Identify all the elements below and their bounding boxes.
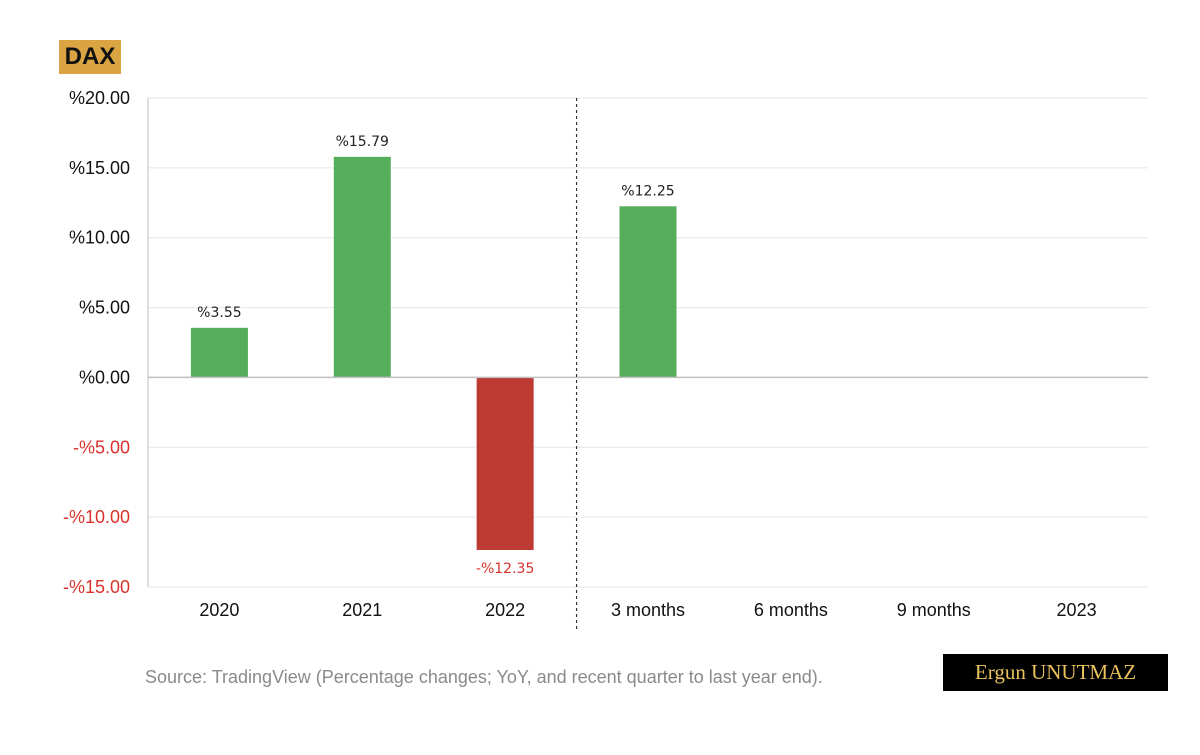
- x-tick-label: 2020: [199, 600, 239, 620]
- data-label: -%12.35: [476, 561, 534, 577]
- x-tick-label: 3 months: [611, 600, 685, 620]
- y-tick-label: -%5.00: [73, 437, 130, 457]
- data-label: %12.25: [621, 183, 674, 199]
- x-tick-label: 9 months: [897, 600, 971, 620]
- y-tick-label: %20.00: [69, 88, 130, 108]
- author-label: Ergun UNUTMAZ: [943, 654, 1168, 691]
- title-badge: DAX: [59, 40, 121, 74]
- y-tick-label: -%10.00: [63, 507, 130, 527]
- bar: [476, 377, 534, 550]
- x-tick-label: 2021: [342, 600, 382, 620]
- bar: [333, 156, 391, 378]
- y-tick-label: %10.00: [69, 228, 130, 248]
- data-label: %15.79: [336, 134, 389, 150]
- bar: [190, 327, 248, 378]
- y-tick-label: %5.00: [79, 298, 130, 318]
- data-label: %3.55: [197, 305, 241, 321]
- source-note: Source: TradingView (Percentage changes;…: [145, 667, 823, 687]
- y-tick-label: %0.00: [79, 367, 130, 387]
- x-tick-label: 2022: [485, 600, 525, 620]
- y-tick-label: -%15.00: [63, 577, 130, 597]
- x-tick-label: 2023: [1057, 600, 1097, 620]
- bar-chart: %20.00 %15.00 %10.00 %5.00 %0.00 -%5.00 -%10.0…: [63, 88, 1148, 630]
- x-tick-label: 6 months: [754, 600, 828, 620]
- bar: [619, 206, 677, 378]
- y-tick-label: %15.00: [69, 158, 130, 178]
